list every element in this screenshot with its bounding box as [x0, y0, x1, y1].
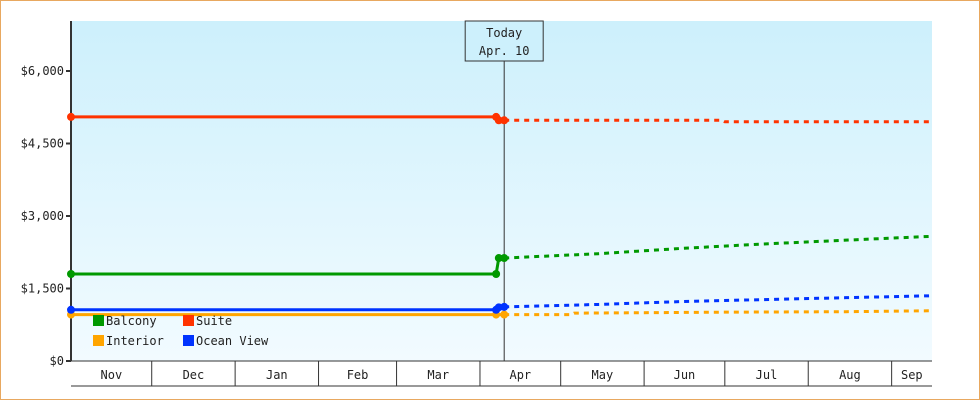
month-label: May [592, 368, 614, 382]
legend-swatch-balcony [93, 315, 104, 326]
month-label: Dec [183, 368, 205, 382]
legend-swatch-ocean-view [183, 335, 194, 346]
series-interior-forecast-line [504, 309, 933, 317]
today-date: Apr. 10 [479, 44, 530, 58]
legend-swatch-interior [93, 335, 104, 346]
month-label: Nov [101, 368, 123, 382]
month-label: Jan [266, 368, 288, 382]
y-tick-label: $4,500 [21, 137, 64, 151]
series-balcony-point [500, 254, 509, 263]
month-label: Aug [839, 368, 861, 382]
y-tick-label: $0 [50, 354, 64, 368]
series-suite-point [500, 116, 509, 125]
month-label: Jul [756, 368, 778, 382]
y-tick-label: $3,000 [21, 209, 64, 223]
series-ocean-view-point [67, 305, 75, 314]
y-tick-label: $6,000 [21, 64, 64, 78]
month-label: Jun [674, 368, 696, 382]
legend-swatch-suite [183, 315, 194, 326]
legend-label: Ocean View [196, 334, 269, 348]
month-label: Mar [427, 368, 449, 382]
series-suite-point [67, 112, 75, 121]
legend-label: Suite [196, 314, 232, 328]
month-label: Apr [509, 368, 531, 382]
legend-label: Balcony [106, 314, 157, 328]
series-ocean-view-point [500, 302, 509, 311]
series-suite-forecast-line [504, 118, 932, 124]
y-tick-label: $1,500 [21, 282, 64, 296]
today-label: Today [486, 26, 522, 40]
month-label: Sep [901, 368, 923, 382]
series-balcony-point [67, 270, 75, 278]
today-box [464, 20, 544, 62]
series-balcony-point [492, 270, 501, 278]
series-interior-point [500, 310, 509, 319]
legend-label: Interior [106, 334, 164, 348]
month-label: Feb [347, 368, 369, 382]
